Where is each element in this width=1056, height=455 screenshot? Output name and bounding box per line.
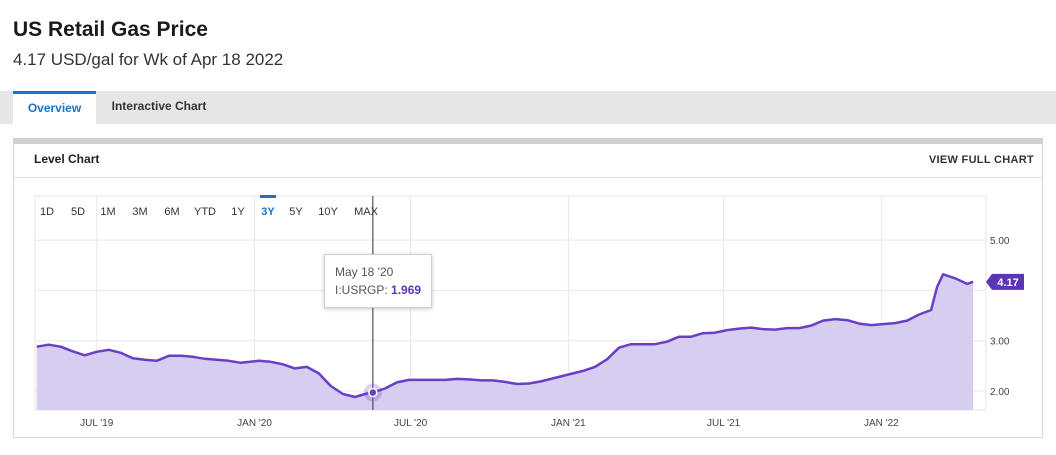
y-tick-label: 3.00 [990,337,1010,348]
x-tick-label: JUL '21 [707,418,741,429]
range-button-3m[interactable]: 3M [132,206,147,218]
x-tick-label: JUL '20 [394,418,428,429]
range-button-1y[interactable]: 1Y [231,206,245,218]
chart-tooltip: May 18 '20 I:USRGP: 1.969 [324,254,432,308]
panel-header: Level Chart VIEW FULL CHART [14,144,1042,178]
x-tick-label: JAN '22 [864,418,899,429]
x-tick-label: JAN '20 [237,418,272,429]
range-button-5d[interactable]: 5D [71,206,85,218]
panel-title: Level Chart [34,152,100,166]
tooltip-series-label: I:USRGP [335,283,385,297]
range-button-1d[interactable]: 1D [40,206,54,218]
last-value-label: 4.17 [997,277,1018,289]
hover-point [368,387,378,398]
x-tick-label: JUL '19 [80,418,114,429]
tooltip-row: I:USRGP: 1.969 [335,283,422,297]
range-button-6m[interactable]: 6M [164,206,179,218]
x-tick-label: JAN '21 [551,418,586,429]
range-button-1m[interactable]: 1M [100,206,115,218]
y-tick-label: 2.00 [990,387,1010,398]
range-button-max[interactable]: MAX [354,206,379,218]
y-tick-label: 5.00 [990,236,1010,247]
tab-interactive-chart[interactable]: Interactive Chart [111,99,207,113]
range-button-10y[interactable]: 10Y [318,206,338,218]
page-title: US Retail Gas Price [13,18,208,41]
last-value-badge [986,273,1024,290]
tab-overview[interactable]: Overview [13,91,96,124]
view-full-chart-link[interactable]: VIEW FULL CHART [928,154,1034,166]
range-button-5y[interactable]: 5Y [289,206,303,218]
page-subtitle: 4.17 USD/gal for Wk of Apr 18 2022 [13,50,284,69]
tooltip-value: 1.969 [391,283,422,297]
range-button-3y[interactable]: 3Y [261,206,275,218]
series-area [36,274,974,410]
tooltip-date: May 18 '20 [335,265,394,279]
range-selected-indicator [260,195,276,198]
series-line [36,273,974,399]
range-button-ytd[interactable]: YTD [194,206,216,218]
tab-bar: Overview Interactive Chart [0,91,1056,124]
